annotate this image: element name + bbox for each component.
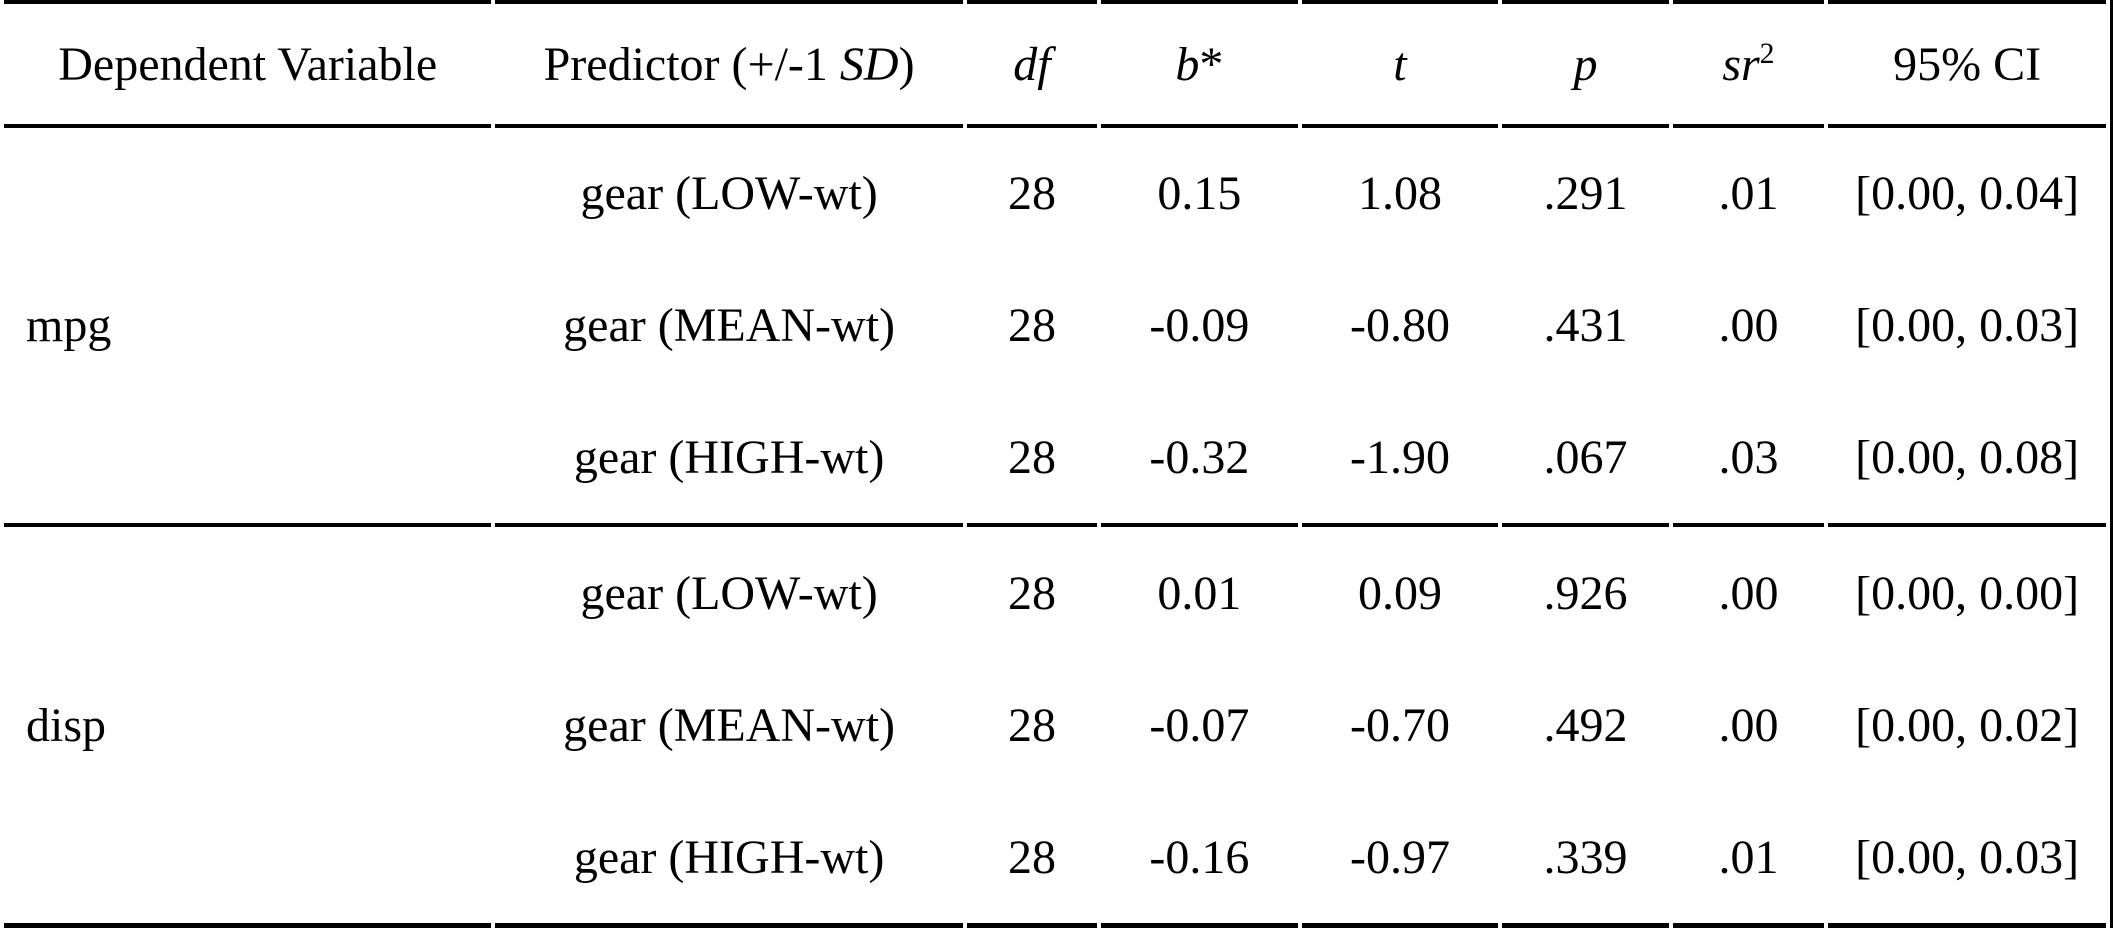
cell-df: 28 [1007, 698, 1056, 752]
cell-ci: [0.00, 0.00] [1828, 523, 2106, 659]
header-dependent-variable: Dependent Variable [4, 0, 492, 128]
header-p: p [1502, 0, 1669, 128]
table-row-disp-high: gear (HIGH-wt) 28 -0.16 -0.97 .339 .01 [… [4, 791, 2106, 928]
cell-t: -0.70 [1349, 698, 1450, 752]
cell-sr2: .00 [1718, 698, 1779, 752]
header-b-star: b* [1101, 0, 1298, 128]
cell-p: .291 [1543, 167, 1628, 221]
header-sr: sr [1722, 37, 1760, 91]
header-b-asterisk: * [1199, 37, 1224, 91]
header-predictor: Predictor (+/-1 SD) [495, 0, 963, 128]
cell-dependent-variable-disp: disp [4, 523, 492, 928]
cell-df: 28 [1007, 299, 1056, 353]
cell-ci: [0.00, 0.02] [1855, 698, 2080, 752]
cell-predictor: gear (HIGH-wt) [573, 431, 885, 485]
cell-dependent-variable-mpg: mpg [26, 299, 112, 353]
cell-b-star: 0.01 [1101, 523, 1298, 659]
cell-p: .492 [1543, 698, 1628, 752]
cell-predictor: gear (LOW-wt) [495, 523, 963, 659]
cell-t: 1.08 [1357, 167, 1442, 221]
cell-predictor: gear (MEAN-wt) [563, 299, 896, 353]
cell-t: -0.80 [1349, 299, 1450, 353]
header-sr2: sr2 [1672, 0, 1825, 128]
cell-t: -0.97 [1301, 791, 1499, 928]
cell-predictor: gear (MEAN-wt) [563, 698, 896, 752]
header-b: b [1175, 37, 1200, 91]
cell-p: .431 [1543, 299, 1628, 353]
cell-ci: [0.00, 0.03] [1828, 791, 2106, 928]
header-sr-superscript: 2 [1759, 36, 1775, 70]
table-header: Dependent Variable Predictor (+/-1 SD) d… [4, 0, 2106, 128]
table-row-mpg-low: mpg gear (LOW-wt) 28 0.15 1.08 .291 .01 … [4, 128, 2106, 352]
cell-df: 28 [966, 791, 1098, 928]
cell-df: 28 [966, 523, 1098, 659]
cell-sr2: .01 [1672, 791, 1825, 928]
header-ci: 95% CI [1828, 0, 2106, 128]
cell-b-star: -0.09 [1149, 299, 1250, 353]
table-body: mpg gear (LOW-wt) 28 0.15 1.08 .291 .01 … [4, 128, 2106, 928]
cell-b-star: -0.16 [1101, 791, 1298, 928]
header-predictor-prefix: Predictor (+/-1 [543, 37, 840, 91]
header-predictor-suffix: ) [898, 37, 915, 91]
cell-sr2: .03 [1718, 431, 1779, 485]
header-t: t [1301, 0, 1499, 128]
cell-sr2: .00 [1672, 523, 1825, 659]
cell-df: 28 [1007, 167, 1056, 221]
cell-b-star: 0.15 [1157, 167, 1242, 221]
cell-df: 28 [1007, 431, 1056, 485]
cell-ci: [0.00, 0.03] [1855, 299, 2080, 353]
cell-p: .339 [1502, 791, 1669, 928]
cell-t: -1.90 [1349, 431, 1450, 485]
table-row-disp-mean: gear (MEAN-wt) 28 -0.07 -0.70 .492 .00 [… [4, 659, 2106, 791]
cell-p: .926 [1502, 523, 1669, 659]
cell-p: .067 [1543, 431, 1628, 485]
table-row-mpg-high: gear (HIGH-wt) 28 -0.32 -1.90 .067 .03 [… [4, 392, 2106, 524]
header-row: Dependent Variable Predictor (+/-1 SD) d… [4, 0, 2106, 128]
table-row-disp-low: disp gear (LOW-wt) 28 0.01 0.09 .926 .00… [4, 523, 2106, 928]
header-df: df [966, 0, 1098, 128]
cell-predictor: gear (LOW-wt) [580, 167, 878, 221]
table-row-mpg-mean: gear (MEAN-wt) 28 -0.09 -0.80 .431 .00 [… [4, 260, 2106, 392]
cell-b-star: -0.32 [1149, 431, 1250, 485]
cell-ci: [0.00, 0.04] [1855, 167, 2080, 221]
cell-ci: [0.00, 0.08] [1855, 431, 2080, 485]
cell-b-star: -0.07 [1149, 698, 1250, 752]
cell-predictor: gear (HIGH-wt) [495, 791, 963, 928]
cell-sr2: .00 [1718, 299, 1779, 353]
cell-sr2: .01 [1718, 167, 1779, 221]
header-predictor-sd: SD [839, 37, 899, 91]
cell-t: 0.09 [1301, 523, 1499, 659]
